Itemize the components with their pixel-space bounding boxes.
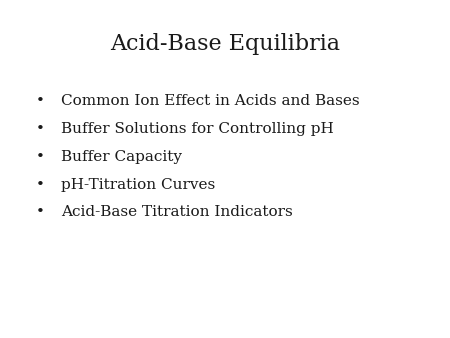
- Text: •: •: [36, 205, 45, 219]
- Text: Acid-Base Titration Indicators: Acid-Base Titration Indicators: [61, 205, 292, 219]
- Text: •: •: [36, 150, 45, 164]
- Text: pH-Titration Curves: pH-Titration Curves: [61, 177, 215, 192]
- Text: •: •: [36, 94, 45, 108]
- Text: Buffer Capacity: Buffer Capacity: [61, 150, 182, 164]
- Text: •: •: [36, 177, 45, 192]
- Text: Common Ion Effect in Acids and Bases: Common Ion Effect in Acids and Bases: [61, 94, 360, 108]
- Text: Acid-Base Equilibria: Acid-Base Equilibria: [110, 33, 340, 55]
- Text: •: •: [36, 122, 45, 136]
- Text: Buffer Solutions for Controlling pH: Buffer Solutions for Controlling pH: [61, 122, 333, 136]
